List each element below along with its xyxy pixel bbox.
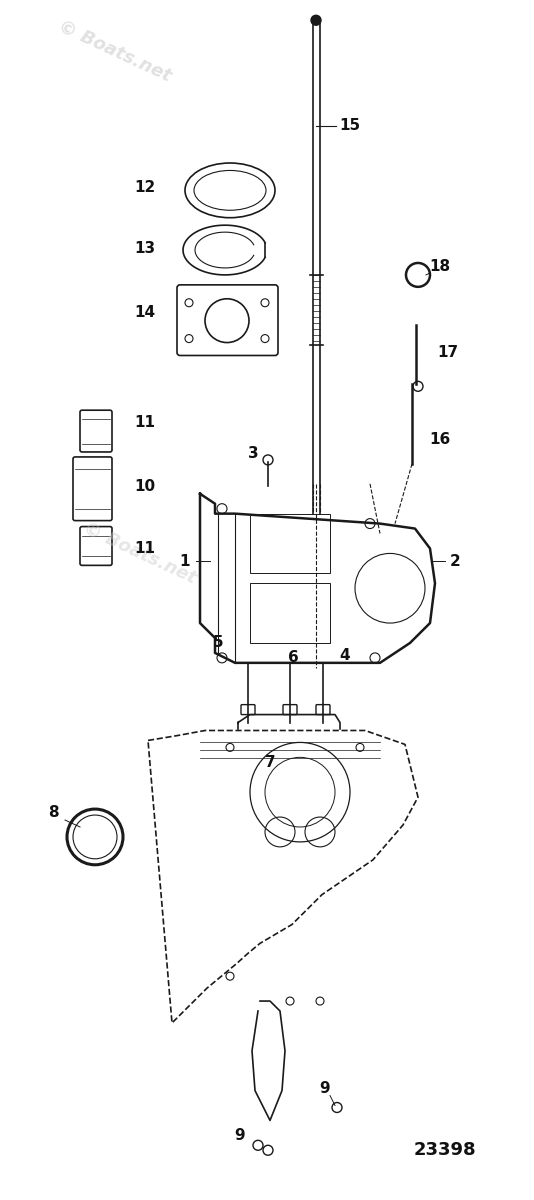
Text: 3: 3 (248, 446, 258, 462)
Text: 9: 9 (320, 1081, 331, 1096)
Circle shape (311, 16, 321, 25)
Text: 23398: 23398 (414, 1141, 476, 1159)
Text: 12: 12 (135, 180, 155, 194)
Text: 7: 7 (265, 755, 276, 770)
Text: 8: 8 (48, 804, 58, 820)
Text: 6: 6 (288, 650, 299, 665)
Polygon shape (200, 493, 435, 662)
Text: © Boats.net: © Boats.net (80, 520, 199, 587)
Text: 9: 9 (234, 1128, 245, 1142)
Text: 16: 16 (429, 432, 451, 446)
Text: 13: 13 (135, 240, 155, 256)
Text: 5: 5 (213, 636, 223, 650)
Text: 17: 17 (437, 344, 459, 360)
Text: 4: 4 (340, 648, 350, 664)
Text: 1: 1 (180, 554, 190, 569)
Text: 2: 2 (450, 554, 460, 569)
Text: 15: 15 (340, 119, 360, 133)
Text: 14: 14 (135, 305, 155, 320)
Polygon shape (148, 731, 418, 1022)
Bar (250, 583, 330, 643)
Text: 11: 11 (135, 541, 155, 556)
Text: © Boats.net: © Boats.net (55, 17, 174, 85)
Bar (250, 514, 330, 574)
Text: 11: 11 (135, 415, 155, 430)
Text: 18: 18 (429, 259, 451, 275)
Text: 10: 10 (135, 479, 155, 494)
